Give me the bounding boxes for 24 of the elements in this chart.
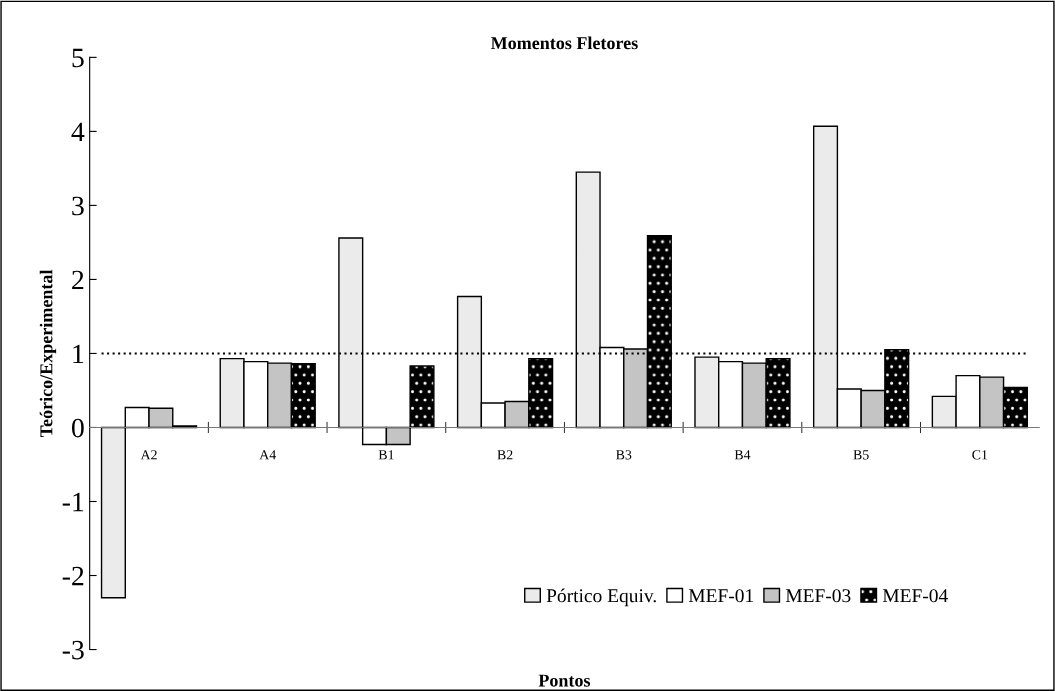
y-tick-label: -1	[62, 492, 84, 512]
y-tick-label: 5	[72, 48, 84, 68]
x-tick-label: B5	[853, 450, 869, 460]
y-tick-label: 0	[71, 418, 84, 438]
x-tick-label: B1	[378, 450, 394, 460]
y-tick-label: 1	[73, 344, 84, 364]
legend-label: MEF-04	[882, 589, 948, 603]
x-tick-label: A2	[140, 450, 157, 460]
x-tick-label: C1	[972, 450, 988, 460]
chart-title: Momentos Fletores	[490, 36, 638, 50]
x-tick-label: B4	[734, 450, 751, 460]
legend-label: MEF-03	[785, 589, 851, 603]
y-tick-label: -3	[62, 640, 84, 660]
y-axis-title: Teórico/Experimental	[39, 269, 57, 438]
x-tick-label: B2	[497, 450, 513, 460]
x-tick-label: A4	[259, 450, 276, 460]
legend-label: Pórtico Equiv.	[546, 588, 656, 607]
y-tick-label: 4	[71, 122, 85, 142]
legend-label: MEF-01	[688, 589, 754, 603]
y-tick-label: 2	[72, 270, 84, 290]
y-tick-label: -2	[62, 566, 84, 586]
x-axis-title: Pontos	[538, 674, 591, 687]
x-tick-label: B3	[616, 450, 632, 460]
y-tick-label: 3	[72, 196, 84, 216]
